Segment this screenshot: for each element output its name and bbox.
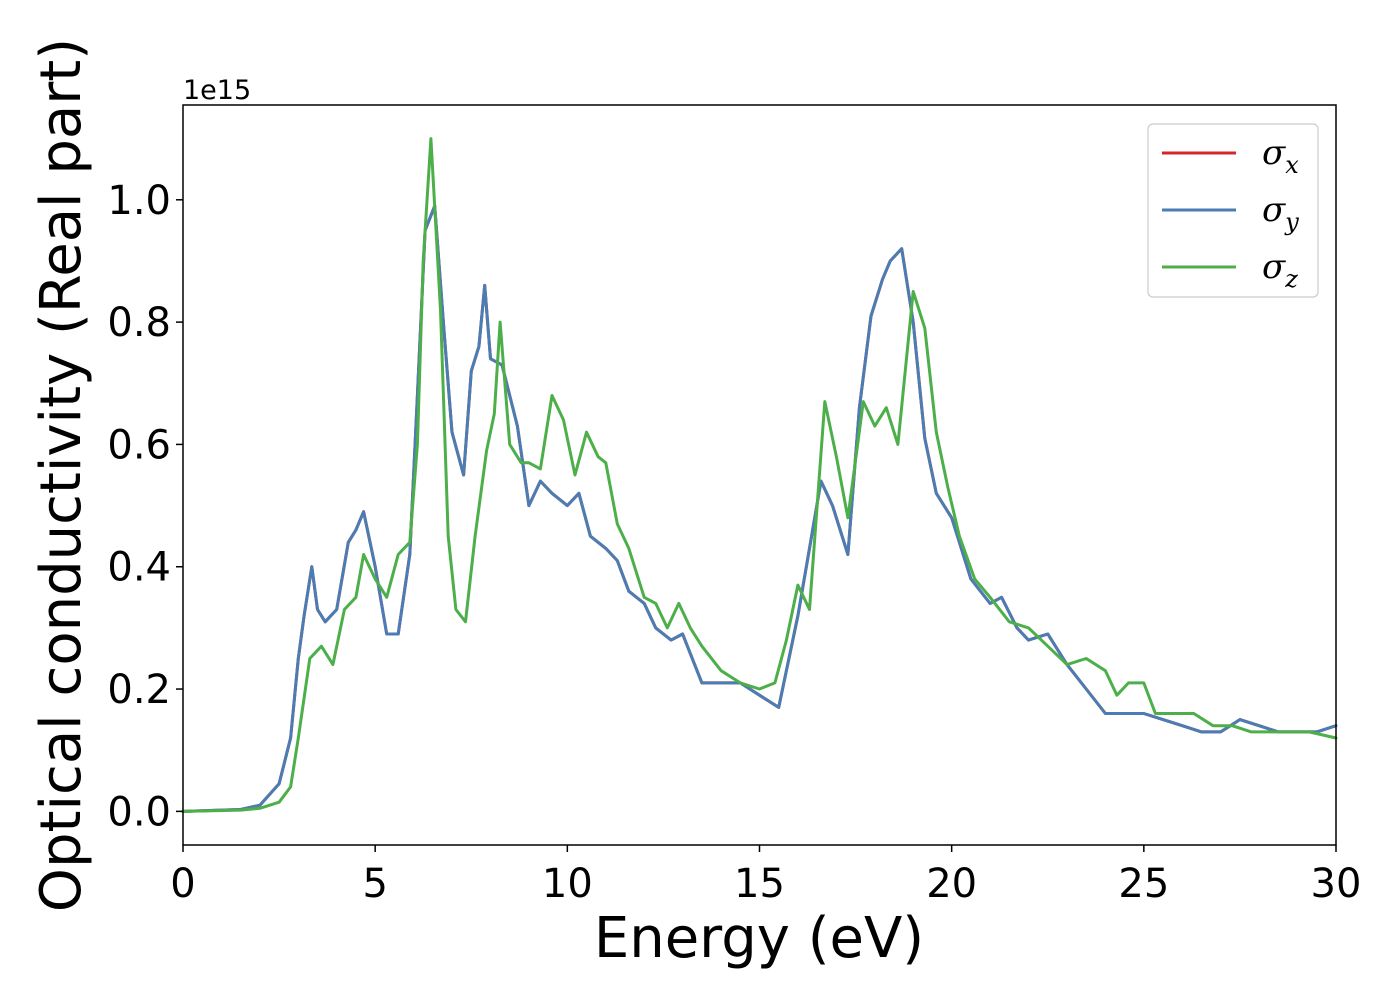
y-axis-ticks: 0.0 0.2 0.4 0.6 0.8 1.0 [107,178,183,835]
series-line-z [181,137,1338,813]
x-axis-title: Energy (eV) [594,906,924,971]
x-tick-label: 10 [542,861,593,907]
x-tick-label: 5 [362,861,387,907]
y-tick-label: 0.2 [107,667,171,713]
x-tick-label: 0 [170,861,195,907]
x-tick-label: 15 [734,861,785,907]
y-tick-label: 0.8 [107,300,171,346]
y-tick-label: 1.0 [107,178,171,224]
y-tick-label: 0.0 [107,789,171,835]
series-line-y [181,204,1338,813]
y-tick-label: 0.6 [107,422,171,468]
x-axis-ticks: 0 5 10 15 20 25 30 [170,845,1361,907]
y-tick-label: 0.4 [107,545,171,591]
x-tick-label: 20 [926,861,977,907]
y-axis-offset-label: 1e15 [183,75,251,106]
x-tick-label: 25 [1118,861,1169,907]
plot-lines [181,137,1338,813]
y-axis-title: Optical conductivity (Real part) [29,38,94,912]
x-tick-label: 30 [1311,861,1362,907]
